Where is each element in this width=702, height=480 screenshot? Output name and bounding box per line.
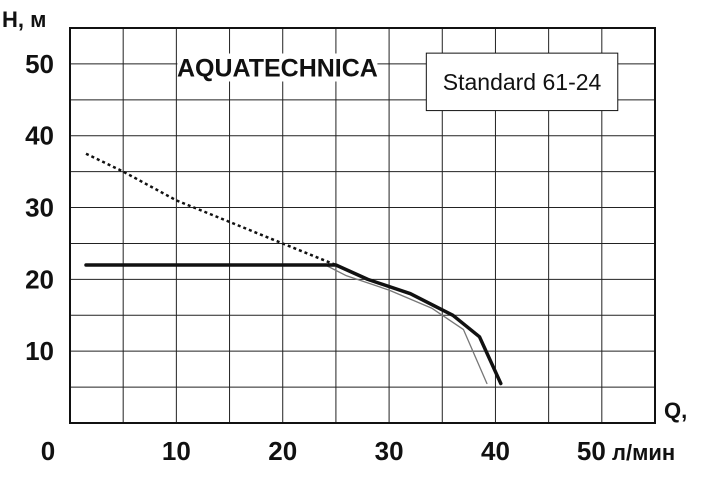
x-tick-labels: 0 10 20 30 40 50 [41, 436, 606, 466]
chart-subtitle: Standard 61-24 [443, 69, 602, 95]
y-tick-label: 20 [25, 264, 54, 294]
x-tick-label: 10 [162, 436, 191, 466]
horizontal-gridlines [70, 63, 655, 388]
y-tick-label: 50 [25, 49, 54, 79]
x-tick-label: 30 [375, 436, 404, 466]
model-box [425, 52, 619, 112]
x-axis-unit: л/мин [612, 440, 675, 465]
y-tick-label: 40 [25, 121, 54, 151]
x-tick-label: 40 [481, 436, 510, 466]
x-tick-label: 20 [268, 436, 297, 466]
x-tick-label: 0 [41, 436, 55, 466]
series-layer [84, 152, 503, 386]
y-tick-labels: 10 20 30 40 50 [25, 49, 54, 366]
y-tick-label: 30 [25, 193, 54, 223]
x-tick-label: 50 [577, 436, 606, 466]
chart-title: AQUATECHNICA [177, 55, 378, 83]
series-line-thin [324, 264, 488, 385]
y-tick-label: 10 [25, 336, 54, 366]
plot-frame [69, 27, 656, 424]
series-line-thick [84, 263, 503, 386]
title-background [177, 53, 378, 82]
y-axis-label: H, м [2, 7, 46, 32]
x-axis-label: Q, [664, 398, 687, 423]
